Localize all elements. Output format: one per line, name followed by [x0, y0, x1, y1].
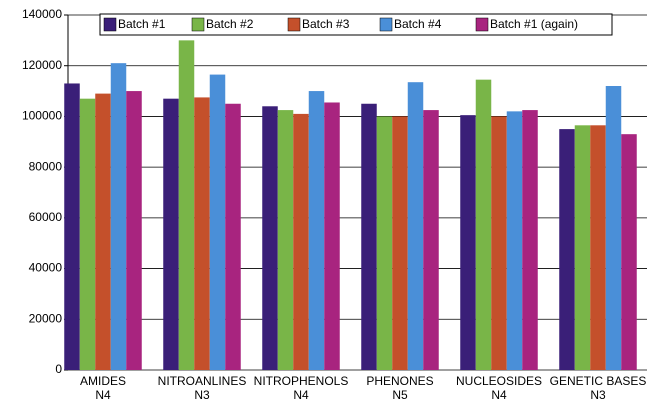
bar	[277, 110, 294, 370]
bar	[522, 110, 538, 370]
bar	[423, 110, 439, 370]
y-tick-label: 140000	[22, 7, 62, 21]
legend-label: Batch #1	[118, 17, 166, 31]
bar	[64, 83, 80, 370]
bar	[475, 79, 492, 371]
legend: Batch #1 Batch #2 Batch #3 Batch #4 Batch #1…	[99, 13, 613, 36]
legend-label: Batch #2	[206, 17, 254, 31]
x-tick-label: NUCLEOSIDES	[456, 374, 542, 388]
bar	[178, 40, 195, 370]
x-tick-sublabel: N3	[590, 388, 606, 402]
x-tick-sublabel: N3	[194, 388, 210, 402]
bar	[110, 63, 127, 371]
bar	[293, 113, 309, 371]
bar	[559, 129, 575, 370]
bar	[491, 116, 507, 370]
bar	[460, 115, 476, 371]
bar	[324, 102, 340, 370]
x-tick-label: NITROPHENOLS	[254, 374, 349, 388]
y-tick-label: 80000	[29, 159, 63, 173]
bar	[79, 98, 96, 370]
x-tick-label: AMIDES	[80, 374, 126, 388]
x-tick-sublabel: N4	[293, 388, 309, 402]
bar	[376, 116, 393, 370]
bar	[262, 106, 278, 371]
x-tick-sublabel: N5	[392, 388, 408, 402]
x-tick-label: NITROANLINES	[158, 374, 247, 388]
legend-label: Batch #1 (again)	[490, 17, 578, 31]
bar	[194, 97, 210, 371]
bar	[574, 125, 591, 370]
x-tick-sublabel: N4	[95, 388, 111, 402]
y-tick-label: 60000	[29, 210, 63, 224]
legend-label: Batch #4	[394, 17, 442, 31]
bar	[506, 111, 523, 370]
legend-swatch	[475, 17, 489, 32]
bar	[621, 134, 637, 370]
x-tick-label: PHENONES	[366, 374, 433, 388]
legend-swatch	[103, 17, 117, 32]
legend-label: Batch #3	[302, 17, 350, 31]
bar	[209, 74, 226, 370]
bar	[361, 103, 377, 370]
bar	[95, 93, 111, 370]
y-tick-label: 40000	[29, 261, 63, 275]
bar	[605, 86, 622, 370]
legend-swatch	[287, 17, 301, 32]
bar	[392, 116, 408, 370]
bar	[590, 125, 606, 370]
bar	[163, 98, 179, 370]
bar	[407, 82, 424, 371]
x-tick-sublabel: N4	[491, 388, 507, 402]
legend-swatch	[191, 17, 205, 32]
bar	[225, 103, 241, 370]
y-tick-label: 120000	[22, 58, 62, 72]
legend-swatch	[379, 17, 393, 32]
bar	[308, 91, 325, 371]
bar	[126, 91, 142, 371]
y-tick-label: 100000	[22, 109, 62, 123]
y-tick-label: 20000	[29, 311, 63, 325]
x-tick-label: GENETIC BASES	[550, 374, 647, 388]
y-tick-label: 0	[55, 362, 62, 376]
